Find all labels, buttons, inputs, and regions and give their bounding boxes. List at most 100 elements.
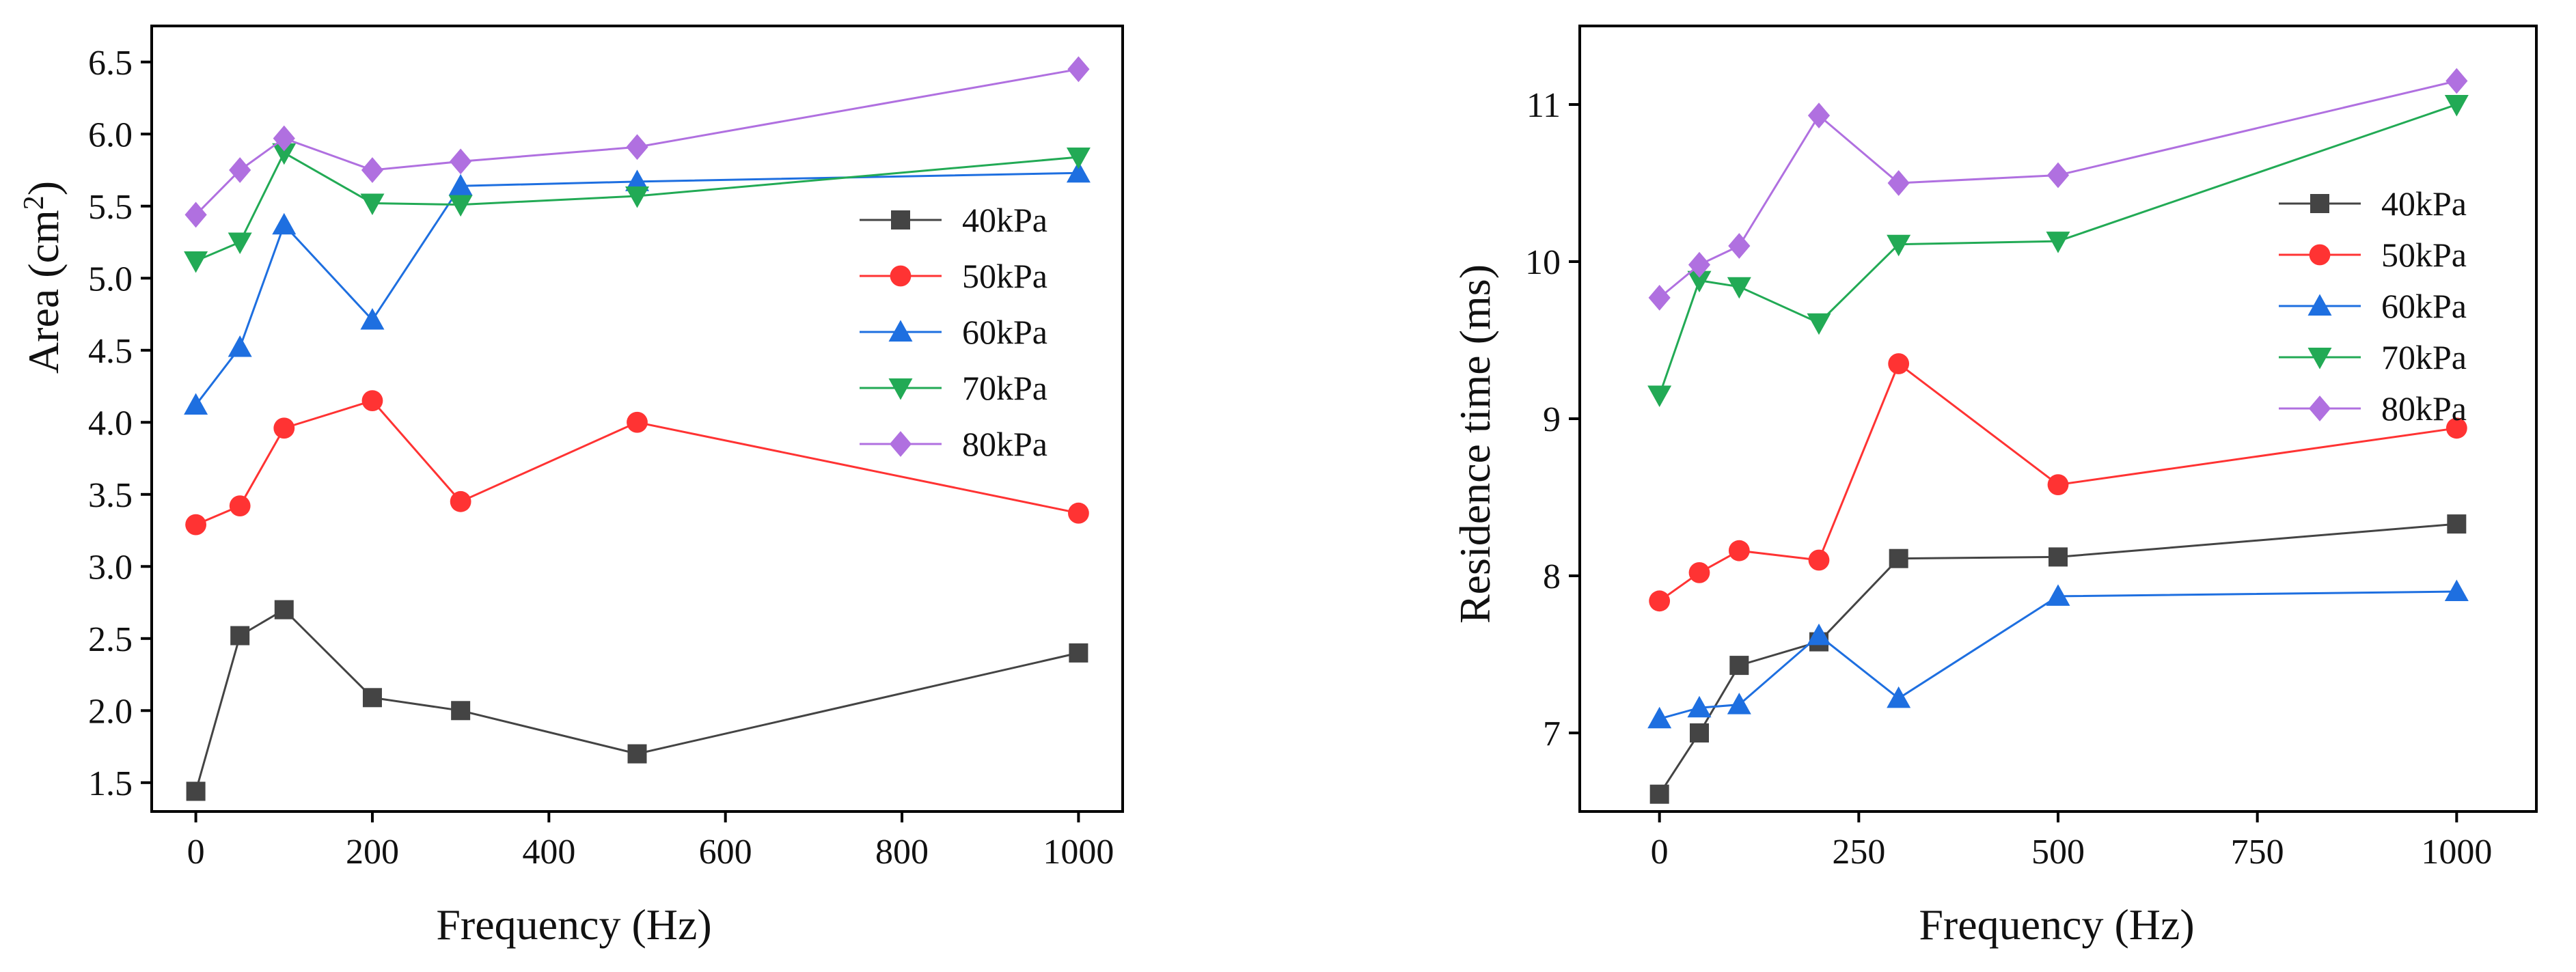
residence-time-chart-data-point-70kPa [1807, 313, 1831, 335]
residence-time-chart-data-point-50kPa [1728, 540, 1750, 561]
area-chart-legend-marker [889, 431, 912, 457]
area-chart-y-axis-title: Area (cm2) [18, 181, 68, 374]
area-chart-data-point-50kPa [1068, 502, 1089, 524]
residence-time-chart-y-tick-label: 9 [1543, 400, 1561, 439]
area-chart-data-point-80kPa [229, 157, 251, 183]
area-chart-data-point-60kPa [184, 393, 208, 415]
residence-time-chart-data-point-60kPa [1647, 706, 1672, 729]
area-chart-legend-label: 60kPa [962, 313, 1047, 351]
residence-time-chart-data-point-40kPa [1889, 549, 1908, 568]
area-chart-data-point-80kPa [361, 157, 384, 183]
area-chart-data-point-70kPa [184, 251, 208, 273]
area-chart-legend-marker [888, 378, 913, 400]
area-chart-legend-label: 50kPa [962, 257, 1047, 295]
residence-time-chart-data-point-50kPa [2445, 417, 2467, 439]
area-chart-legend-marker [888, 320, 913, 342]
residence-time-chart-data-point-60kPa [1727, 693, 1751, 714]
residence-time-chart-data-point-40kPa [1690, 723, 1709, 742]
residence-time-chart-data-point-40kPa [2447, 514, 2467, 534]
area-chart-data-point-40kPa [362, 688, 382, 708]
residence-time-chart-series-60kPa [1647, 579, 2469, 729]
residence-time-chart-y-tick-label: 7 [1543, 714, 1561, 753]
area-chart-y-tick-label: 5.5 [88, 188, 133, 227]
residence-time-chart-series-line-60kPa [1659, 590, 2457, 720]
residence-time-chart-data-point-70kPa [2444, 95, 2469, 117]
area-chart-y-tick-label: 4.5 [88, 332, 133, 371]
residence-time-chart-y-tick-label: 8 [1543, 557, 1561, 596]
residence-time-chart-data-point-70kPa [1647, 385, 1672, 407]
area-chart-data-point-80kPa [273, 125, 295, 152]
residence-time-chart-data-point-40kPa [1729, 656, 1749, 676]
residence-time-chart-legend-label: 60kPa [2381, 287, 2467, 325]
residence-time-chart-series-line-80kPa [1658, 80, 2457, 299]
residence-time-chart-data-point-80kPa [1688, 251, 1711, 278]
area-chart-data-point-50kPa [229, 495, 251, 517]
area-chart-y-tick-label: 3.0 [88, 548, 133, 587]
residence-time-chart-legend-marker [2310, 194, 2329, 213]
residence-time-chart-x-tick-label: 0 [1651, 833, 1669, 872]
residence-time-chart-data-point-80kPa [2046, 162, 2070, 189]
area-chart-legend-label: 70kPa [962, 369, 1047, 407]
residence-time-chart-legend-label: 40kPa [2381, 184, 2467, 223]
area-chart-data-point-50kPa [361, 390, 383, 412]
area-chart-legend-marker [890, 265, 912, 287]
residence-time-chart-data-point-50kPa [1688, 562, 1710, 583]
residence-time-chart-data-point-40kPa [1649, 784, 1669, 804]
residence-time-chart-data-point-60kPa [2046, 584, 2070, 606]
residence-time-chart-data-point-80kPa [2445, 68, 2468, 94]
area-chart-x-tick-label: 1000 [1043, 833, 1114, 872]
residence-time-chart-data-point-70kPa [2046, 232, 2070, 253]
residence-time-chart-data-point-80kPa [1807, 102, 1831, 128]
area-chart-y-tick-label: 6.5 [88, 44, 133, 83]
area-chart-series-line-40kPa [195, 608, 1079, 792]
residence-time-chart-series-40kPa [1649, 514, 2467, 804]
area-chart-data-point-70kPa [1066, 148, 1091, 169]
residence-time-chart-series-70kPa [1647, 95, 2469, 407]
area-chart-legend-label: 80kPa [962, 425, 1047, 463]
residence-time-chart-x-tick-label: 750 [2231, 833, 2284, 872]
residence-time-chart-data-point-50kPa [1649, 590, 1671, 612]
area-chart-data-point-40kPa [451, 701, 471, 721]
area-chart-data-point-80kPa [626, 134, 648, 161]
area-chart-series-50kPa [185, 390, 1089, 536]
area-chart-legend-label: 40kPa [962, 201, 1047, 239]
area-chart-y-tick-label: 2.5 [88, 620, 133, 659]
residence-time-chart-legend-marker [2308, 395, 2331, 421]
area-chart-data-point-80kPa [1067, 56, 1090, 83]
area-chart-data-point-50kPa [450, 490, 471, 512]
residence-time-chart-data-point-50kPa [2047, 474, 2069, 495]
area-chart-data-point-70kPa [625, 186, 649, 208]
area-chart-data-point-40kPa [627, 744, 647, 764]
area-chart-series-60kPa [184, 161, 1091, 415]
area-chart-y-tick-label: 1.5 [88, 764, 133, 803]
area-chart-data-point-70kPa [228, 232, 252, 255]
area-chart-data-point-70kPa [272, 143, 297, 165]
residence-time-chart-data-point-80kPa [1887, 170, 1910, 196]
area-chart-x-tick-label: 400 [522, 833, 575, 872]
residence-time-chart-x-tick-label: 250 [1832, 833, 1885, 872]
area-chart-legend: 40kPa 50kPa 60kPa 70kPa 80kPa [860, 201, 1047, 463]
residence-time-chart-y-tick-label: 10 [1525, 243, 1561, 282]
residence-time-chart-data-point-60kPa [2444, 579, 2469, 601]
residence-time-chart-data-point-70kPa [1727, 277, 1751, 299]
residence-time-chart-data-point-50kPa [1808, 549, 1830, 571]
residence-time-chart-y-tick-label: 11 [1526, 86, 1561, 125]
area-chart-data-point-60kPa [272, 212, 297, 235]
area-chart-x-tick-label: 600 [699, 833, 752, 872]
area-chart-y-tick-label: 3.5 [88, 476, 133, 515]
area-chart-data-point-60kPa [448, 173, 473, 196]
residence-time-chart-data-point-60kPa [1687, 695, 1712, 718]
residence-time-chart-data-point-80kPa [1728, 233, 1751, 259]
area-chart-data-point-40kPa [274, 600, 294, 620]
area-chart-data-point-70kPa [448, 195, 473, 217]
residence-time-chart-series-80kPa [1648, 68, 2468, 311]
residence-time-chart-x-axis-title: Frequency (Hz) [1919, 900, 2194, 949]
residence-time-chart-data-point-60kPa [1807, 623, 1831, 645]
residence-time-chart-data-point-70kPa [1887, 234, 1911, 257]
residence-time-chart-legend: 40kPa 50kPa 60kPa 70kPa 80kPa [2279, 184, 2467, 428]
area-chart-x-tick-label: 0 [187, 833, 205, 872]
area-chart-series-80kPa [184, 56, 1090, 228]
area-chart-data-point-80kPa [184, 202, 207, 228]
area-chart-data-point-40kPa [1069, 643, 1088, 663]
area-chart-data-point-50kPa [627, 411, 648, 433]
